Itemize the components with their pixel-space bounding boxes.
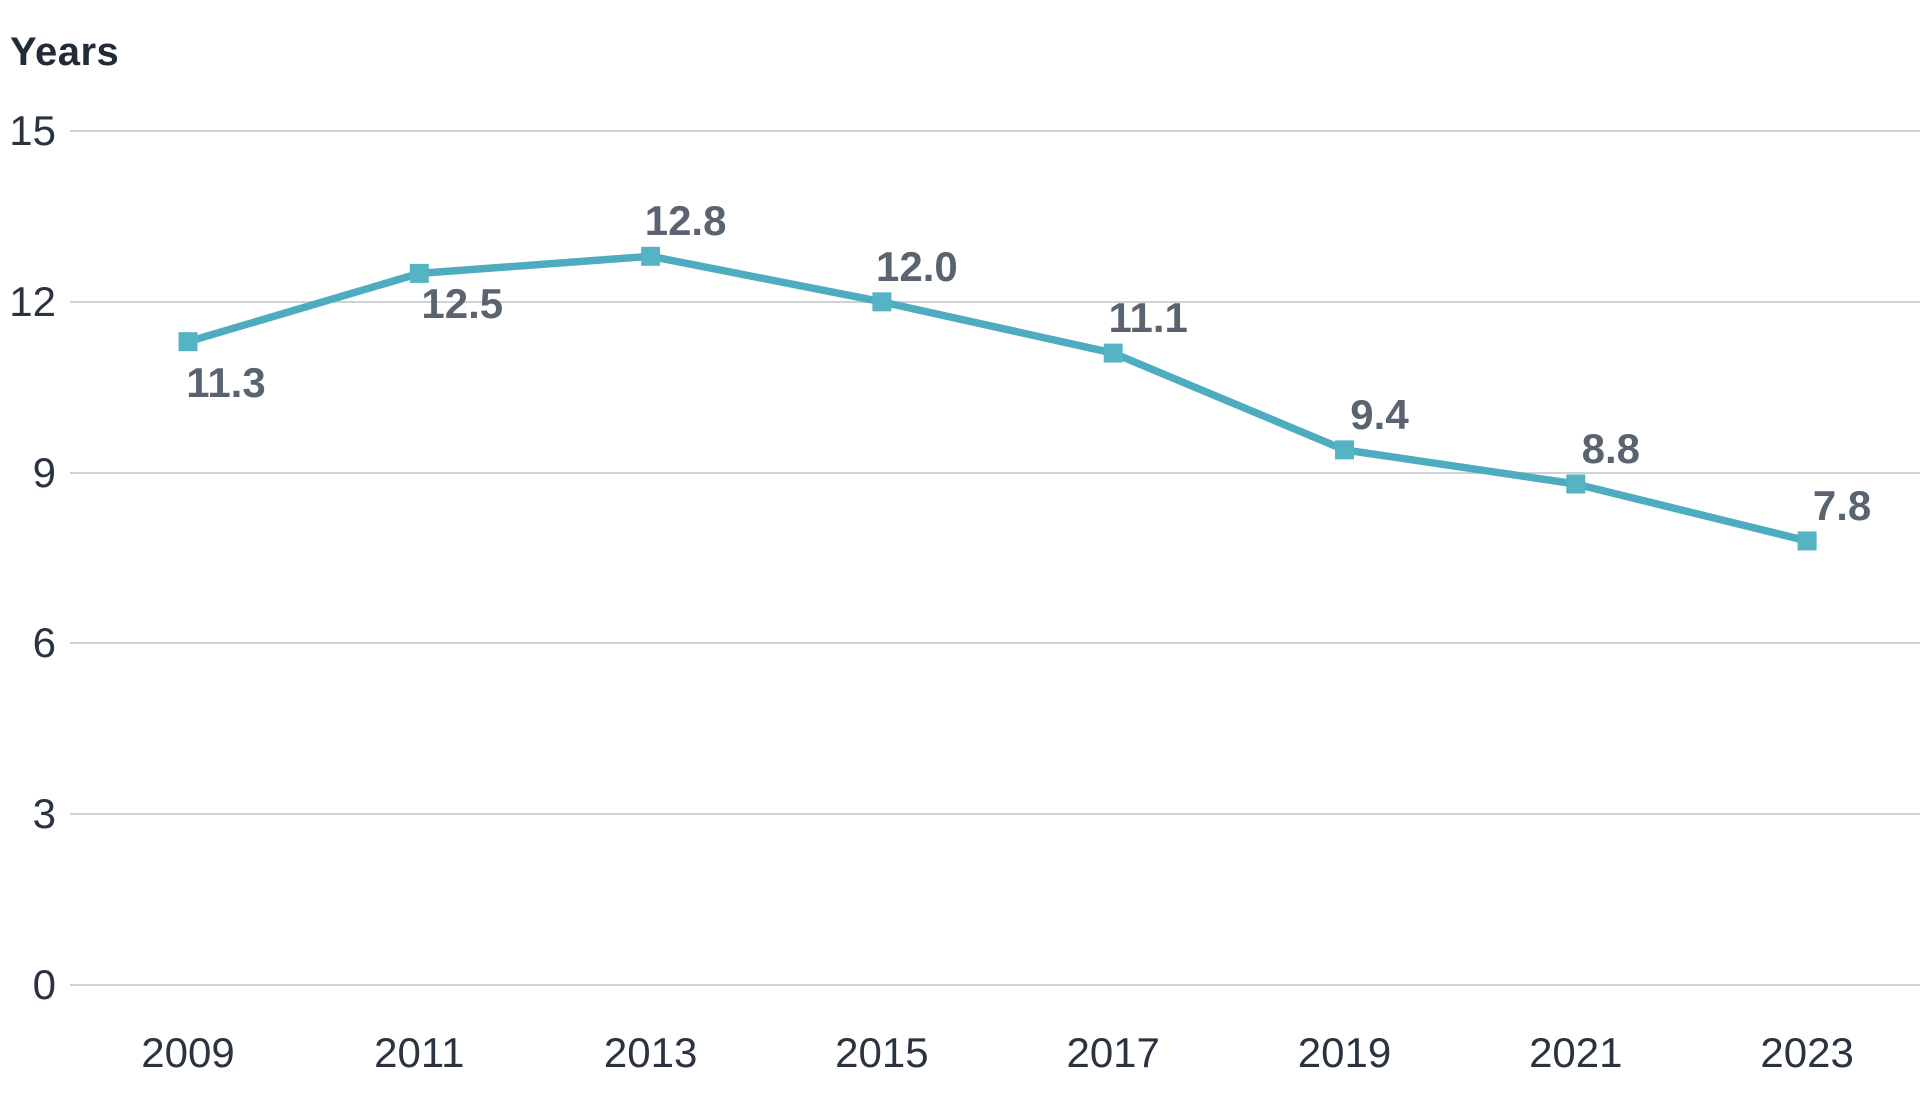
gridline-y-9: [70, 471, 1920, 474]
x-tick-label-2015: 2015: [835, 1029, 929, 1076]
x-tick-label-2023: 2023: [1760, 1029, 1854, 1076]
data-point-marker-2019: [1335, 440, 1354, 460]
data-point-marker-2023: [1797, 531, 1817, 551]
data-point-marker-2011: [409, 263, 429, 283]
x-tick-label-2021: 2021: [1529, 1029, 1623, 1076]
y-tick-label-15: 15: [9, 107, 56, 155]
x-tick-label-2017: 2017: [1066, 1029, 1160, 1076]
data-label-2013: 12.8: [644, 197, 727, 245]
y-tick-label-3: 3: [32, 790, 56, 838]
y-tick-label-0: 0: [32, 961, 56, 1008]
x-tick-label-2011: 2011: [374, 1029, 465, 1076]
y-tick-label-12: 12: [9, 277, 56, 325]
x-tick-label-2009: 2009: [141, 1029, 235, 1076]
gridline-y-15: [70, 130, 1920, 133]
data-point-marker-2013: [641, 246, 661, 266]
gridline-y-0: [70, 984, 1920, 986]
data-label-2017: 11.1: [1108, 294, 1188, 342]
y-tick-label-6: 6: [32, 619, 56, 667]
data-label-2021: 8.8: [1581, 425, 1640, 473]
y-tick-label-9: 9: [32, 448, 56, 496]
data-label-2015: 12.0: [876, 242, 958, 290]
gridline-y-3: [70, 813, 1920, 816]
data-label-2023: 7.8: [1812, 481, 1872, 529]
data-point-marker-2015: [872, 292, 892, 312]
data-point-marker-2021: [1566, 474, 1586, 494]
x-tick-label-2019: 2019: [1297, 1029, 1392, 1076]
data-label-2019: 9.4: [1350, 390, 1409, 438]
gridline-y-12: [70, 300, 1920, 303]
gridline-y-6: [70, 642, 1920, 645]
data-point-marker-2017: [1103, 343, 1123, 363]
data-label-2009: 11.3: [186, 358, 266, 406]
data-label-2011: 12.5: [421, 280, 504, 328]
x-tick-label-2013: 2013: [603, 1029, 698, 1076]
data-point-marker-2009: [178, 332, 198, 352]
trend-line: [186, 252, 1808, 545]
y-axis-title: Years: [10, 30, 120, 74]
